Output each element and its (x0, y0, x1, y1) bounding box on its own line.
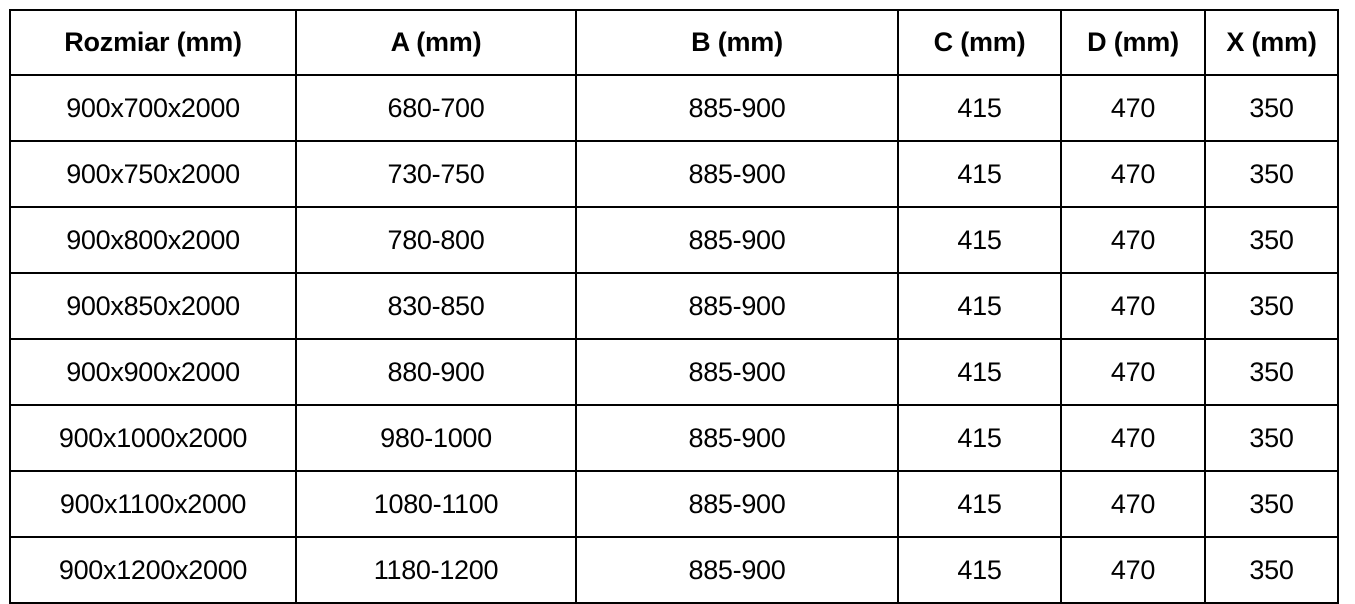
column-header-x: X (mm) (1204, 9, 1339, 76)
cell-x: 350 (1204, 404, 1339, 472)
cell-c: 415 (897, 140, 1062, 208)
cell-x: 350 (1204, 74, 1339, 142)
cell-c: 415 (897, 536, 1062, 604)
cell-a: 780-800 (295, 206, 577, 274)
cell-d: 470 (1060, 470, 1206, 538)
table-row: 900x1100x2000 1080-1100 885-900 415 470 … (9, 470, 1339, 538)
cell-a: 1180-1200 (295, 536, 577, 604)
cell-b: 885-900 (575, 74, 899, 142)
cell-x: 350 (1204, 470, 1339, 538)
table-row: 900x750x2000 730-750 885-900 415 470 350 (9, 140, 1339, 208)
cell-size: 900x800x2000 (9, 206, 297, 274)
column-header-a: A (mm) (295, 9, 577, 76)
cell-x: 350 (1204, 536, 1339, 604)
cell-b: 885-900 (575, 338, 899, 406)
cell-b: 885-900 (575, 470, 899, 538)
cell-b: 885-900 (575, 140, 899, 208)
cell-a: 830-850 (295, 272, 577, 340)
table-row: 900x800x2000 780-800 885-900 415 470 350 (9, 206, 1339, 274)
cell-a: 680-700 (295, 74, 577, 142)
table-row: 900x850x2000 830-850 885-900 415 470 350 (9, 272, 1339, 340)
table-row: 900x1200x2000 1180-1200 885-900 415 470 … (9, 536, 1339, 604)
table-header: Rozmiar (mm) A (mm) B (mm) C (mm) D (mm)… (9, 9, 1339, 76)
cell-d: 470 (1060, 338, 1206, 406)
column-header-b: B (mm) (575, 9, 899, 76)
cell-c: 415 (897, 404, 1062, 472)
dimensions-specification-table: Rozmiar (mm) A (mm) B (mm) C (mm) D (mm)… (9, 9, 1339, 604)
cell-a: 730-750 (295, 140, 577, 208)
table-row: 900x700x2000 680-700 885-900 415 470 350 (9, 74, 1339, 142)
specification-table-container: Rozmiar (mm) A (mm) B (mm) C (mm) D (mm)… (9, 9, 1339, 604)
cell-x: 350 (1204, 338, 1339, 406)
cell-size: 900x1000x2000 (9, 404, 297, 472)
table-row: 900x1000x2000 980-1000 885-900 415 470 3… (9, 404, 1339, 472)
cell-a: 1080-1100 (295, 470, 577, 538)
cell-x: 350 (1204, 140, 1339, 208)
cell-d: 470 (1060, 272, 1206, 340)
cell-c: 415 (897, 74, 1062, 142)
cell-b: 885-900 (575, 404, 899, 472)
cell-size: 900x700x2000 (9, 74, 297, 142)
table-header-row: Rozmiar (mm) A (mm) B (mm) C (mm) D (mm)… (9, 9, 1339, 76)
cell-a: 880-900 (295, 338, 577, 406)
cell-size: 900x900x2000 (9, 338, 297, 406)
cell-b: 885-900 (575, 272, 899, 340)
cell-size: 900x750x2000 (9, 140, 297, 208)
cell-b: 885-900 (575, 206, 899, 274)
cell-size: 900x850x2000 (9, 272, 297, 340)
cell-size: 900x1200x2000 (9, 536, 297, 604)
table-body: 900x700x2000 680-700 885-900 415 470 350… (9, 74, 1339, 604)
cell-b: 885-900 (575, 536, 899, 604)
cell-c: 415 (897, 470, 1062, 538)
column-header-rozmiar: Rozmiar (mm) (9, 9, 297, 76)
cell-x: 350 (1204, 206, 1339, 274)
cell-a: 980-1000 (295, 404, 577, 472)
cell-size: 900x1100x2000 (9, 470, 297, 538)
cell-c: 415 (897, 206, 1062, 274)
cell-d: 470 (1060, 74, 1206, 142)
cell-c: 415 (897, 338, 1062, 406)
cell-x: 350 (1204, 272, 1339, 340)
table-row: 900x900x2000 880-900 885-900 415 470 350 (9, 338, 1339, 406)
cell-d: 470 (1060, 140, 1206, 208)
column-header-d: D (mm) (1060, 9, 1206, 76)
cell-c: 415 (897, 272, 1062, 340)
cell-d: 470 (1060, 536, 1206, 604)
cell-d: 470 (1060, 404, 1206, 472)
cell-d: 470 (1060, 206, 1206, 274)
column-header-c: C (mm) (897, 9, 1062, 76)
